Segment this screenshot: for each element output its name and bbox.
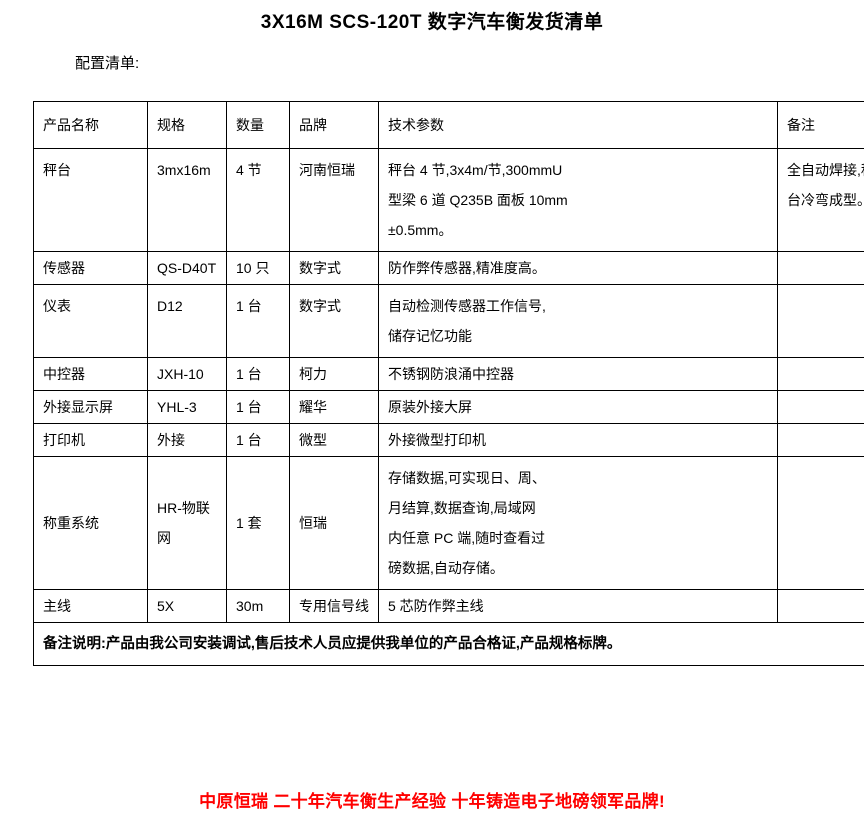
table-header-row: 产品名称 规格 数量 品牌 技术参数 备注 [33, 101, 864, 149]
cell-quantity: 30m [226, 589, 290, 623]
cell-product-name: 秤台 [33, 148, 148, 252]
param-line: 自动检测传感器工作信号, [388, 298, 546, 314]
cell-spec: 3mx16m [147, 148, 227, 252]
param-line: 磅数据,自动存储。 [388, 560, 504, 576]
cell-brand: 数字式 [289, 251, 379, 285]
header-remark: 备注 [777, 101, 864, 149]
cell-parameters: 不锈钢防浪涌中控器 [378, 357, 778, 391]
table-row: 中控器 JXH-10 1 台 柯力 不锈钢防浪涌中控器 [33, 357, 864, 391]
cell-remark [777, 456, 864, 590]
config-list-label: 配置清单: [75, 55, 140, 72]
table-row: 秤台 3mx16m 4 节 河南恒瑞 秤台 4 节,3x4m/节,300mmU … [33, 148, 864, 252]
cell-product-name: 中控器 [33, 357, 148, 391]
header-quantity: 数量 [226, 101, 290, 149]
cell-parameters: 防作弊传感器,精准度高。 [378, 251, 778, 285]
table-row: 打印机 外接 1 台 微型 外接微型打印机 [33, 423, 864, 457]
cell-brand: 柯力 [289, 357, 379, 391]
spec-table: 产品名称 规格 数量 品牌 技术参数 备注 秤台 3mx16m 4 节 河南恒瑞… [33, 101, 864, 666]
cell-product-name: 外接显示屏 [33, 390, 148, 424]
cell-spec: 5X [147, 589, 227, 623]
param-line: ±0.5mm。 [388, 222, 453, 238]
param-line: 储存记忆功能 [388, 328, 472, 344]
table-row: 仪表 D12 1 台 数字式 自动检测传感器工作信号, 储存记忆功能 [33, 284, 864, 358]
cell-product-name: 称重系统 [33, 456, 148, 590]
param-line: 存储数据,可实现日、周、 [388, 470, 546, 486]
cell-brand: 河南恒瑞 [289, 148, 379, 252]
header-parameters: 技术参数 [378, 101, 778, 149]
cell-remark [777, 357, 864, 391]
cell-spec: D12 [147, 284, 227, 358]
cell-quantity: 1 套 [226, 456, 290, 590]
cell-spec: HR-物联网 [147, 456, 227, 590]
param-line: 月结算,数据查询,局域网 [388, 500, 536, 516]
param-line: 内任意 PC 端,随时查看过 [388, 530, 546, 546]
cell-parameters: 外接微型打印机 [378, 423, 778, 457]
cell-remark [777, 251, 864, 285]
cell-spec: 外接 [147, 423, 227, 457]
cell-quantity: 1 台 [226, 357, 290, 391]
cell-product-name: 主线 [33, 589, 148, 623]
cell-parameters: 秤台 4 节,3x4m/节,300mmU 型梁 6 道 Q235B 面板 10m… [378, 148, 778, 252]
cell-product-name: 仪表 [33, 284, 148, 358]
cell-spec: QS-D40T [147, 251, 227, 285]
table-row: 传感器 QS-D40T 10 只 数字式 防作弊传感器,精准度高。 [33, 251, 864, 285]
footer-slogan: 中原恒瑞 二十年汽车衡生产经验 十年铸造电子地磅领军品牌! [199, 792, 665, 811]
cell-parameters: 原装外接大屏 [378, 390, 778, 424]
cell-brand: 微型 [289, 423, 379, 457]
header-brand: 品牌 [289, 101, 379, 149]
cell-brand: 恒瑞 [289, 456, 379, 590]
table-row: 主线 5X 30m 专用信号线 5 芯防作弊主线 [33, 589, 864, 623]
cell-remark: 全自动焊接,秤 台冷弯成型。 [777, 148, 864, 252]
cell-remark [777, 589, 864, 623]
cell-quantity: 1 台 [226, 423, 290, 457]
cell-remark [777, 284, 864, 358]
cell-note: 备注说明:产品由我公司安装调试,售后技术人员应提供我单位的产品合格证,产品规格标… [33, 622, 864, 666]
cell-brand: 数字式 [289, 284, 379, 358]
header-spec: 规格 [147, 101, 227, 149]
cell-quantity: 10 只 [226, 251, 290, 285]
header-product-name: 产品名称 [33, 101, 148, 149]
cell-brand: 专用信号线 [289, 589, 379, 623]
cell-quantity: 4 节 [226, 148, 290, 252]
remark-line: 台冷弯成型。 [787, 192, 864, 208]
cell-parameters: 自动检测传感器工作信号, 储存记忆功能 [378, 284, 778, 358]
table-note-row: 备注说明:产品由我公司安装调试,售后技术人员应提供我单位的产品合格证,产品规格标… [33, 622, 864, 666]
cell-product-name: 打印机 [33, 423, 148, 457]
cell-spec: JXH-10 [147, 357, 227, 391]
cell-parameters: 存储数据,可实现日、周、 月结算,数据查询,局域网 内任意 PC 端,随时查看过… [378, 456, 778, 590]
cell-parameters: 5 芯防作弊主线 [378, 589, 778, 623]
cell-remark [777, 390, 864, 424]
cell-quantity: 1 台 [226, 390, 290, 424]
table-row: 称重系统 HR-物联网 1 套 恒瑞 存储数据,可实现日、周、 月结算,数据查询… [33, 456, 864, 590]
cell-spec: YHL-3 [147, 390, 227, 424]
table-row: 外接显示屏 YHL-3 1 台 耀华 原装外接大屏 [33, 390, 864, 424]
param-line: 秤台 4 节,3x4m/节,300mmU [388, 162, 563, 178]
param-line: 型梁 6 道 Q235B 面板 10mm [388, 192, 568, 208]
cell-quantity: 1 台 [226, 284, 290, 358]
cell-remark [777, 423, 864, 457]
remark-line: 全自动焊接,秤 [787, 162, 864, 178]
page-title: 3X16M SCS-120T 数字汽车衡发货清单 [260, 12, 604, 33]
spec-table-container: 产品名称 规格 数量 品牌 技术参数 备注 秤台 3mx16m 4 节 河南恒瑞… [33, 101, 864, 666]
cell-product-name: 传感器 [33, 251, 148, 285]
spec-table-body: 产品名称 规格 数量 品牌 技术参数 备注 秤台 3mx16m 4 节 河南恒瑞… [33, 101, 864, 666]
cell-brand: 耀华 [289, 390, 379, 424]
